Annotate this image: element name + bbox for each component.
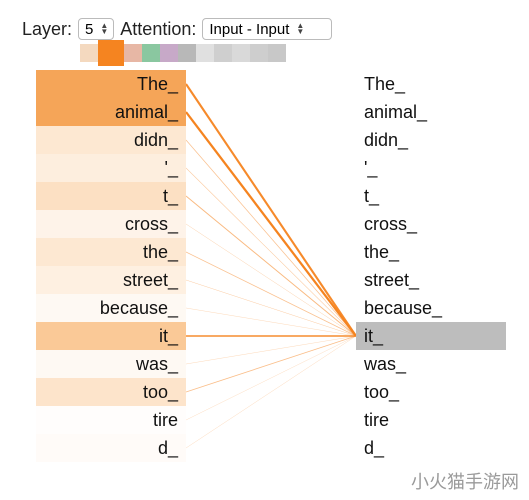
token-left[interactable]: was_	[36, 350, 186, 378]
stepper-arrows-icon: ▲▼	[97, 23, 111, 35]
attention-value: Input - Input	[209, 21, 293, 38]
token-left[interactable]: The_	[36, 70, 186, 98]
token-right[interactable]: d_	[356, 434, 506, 462]
palette-swatch[interactable]	[80, 44, 98, 62]
palette-swatch[interactable]	[250, 44, 268, 62]
token-right[interactable]: The_	[356, 70, 506, 98]
attention-label: Attention:	[120, 19, 196, 40]
token-left[interactable]: because_	[36, 294, 186, 322]
palette-swatch[interactable]	[232, 44, 250, 62]
token-right[interactable]: was_	[356, 350, 506, 378]
token-left[interactable]: cross_	[36, 210, 186, 238]
layer-select[interactable]: 5 ▲▼	[78, 18, 114, 40]
tokens-right-column: The_animal_didn_'_t_cross_the_street_bec…	[356, 70, 506, 462]
palette-swatch[interactable]	[124, 44, 142, 62]
attention-visualization: The_animal_didn_'_t_cross_the_street_bec…	[22, 70, 507, 490]
token-left[interactable]: '_	[36, 154, 186, 182]
palette-swatch[interactable]	[160, 44, 178, 62]
layer-value: 5	[85, 21, 97, 38]
token-right[interactable]: '_	[356, 154, 506, 182]
token-left[interactable]: the_	[36, 238, 186, 266]
watermark-text: 小火猫手游网	[411, 468, 519, 494]
token-right[interactable]: cross_	[356, 210, 506, 238]
palette-swatch[interactable]	[142, 44, 160, 62]
token-left[interactable]: t_	[36, 182, 186, 210]
palette-swatch[interactable]	[178, 44, 196, 62]
token-right[interactable]: it_	[356, 322, 506, 350]
palette-swatch[interactable]	[98, 40, 124, 66]
tokens-left-column: The_animal_didn_'_t_cross_the_street_bec…	[36, 70, 186, 462]
head-color-palette[interactable]	[80, 44, 507, 66]
token-right[interactable]: because_	[356, 294, 506, 322]
palette-swatch[interactable]	[268, 44, 286, 62]
token-left[interactable]: didn_	[36, 126, 186, 154]
layer-label: Layer:	[22, 19, 72, 40]
stepper-arrows-icon: ▲▼	[293, 23, 307, 35]
token-right[interactable]: too_	[356, 378, 506, 406]
palette-swatch[interactable]	[196, 44, 214, 62]
token-right[interactable]: street_	[356, 266, 506, 294]
token-right[interactable]: the_	[356, 238, 506, 266]
token-left[interactable]: tire	[36, 406, 186, 434]
token-left[interactable]: it_	[36, 322, 186, 350]
token-right[interactable]: animal_	[356, 98, 506, 126]
token-right[interactable]: tire	[356, 406, 506, 434]
token-right[interactable]: didn_	[356, 126, 506, 154]
token-left[interactable]: animal_	[36, 98, 186, 126]
token-left[interactable]: street_	[36, 266, 186, 294]
token-right[interactable]: t_	[356, 182, 506, 210]
palette-swatch[interactable]	[214, 44, 232, 62]
token-left[interactable]: d_	[36, 434, 186, 462]
token-left[interactable]: too_	[36, 378, 186, 406]
attention-select[interactable]: Input - Input ▲▼	[202, 18, 332, 40]
